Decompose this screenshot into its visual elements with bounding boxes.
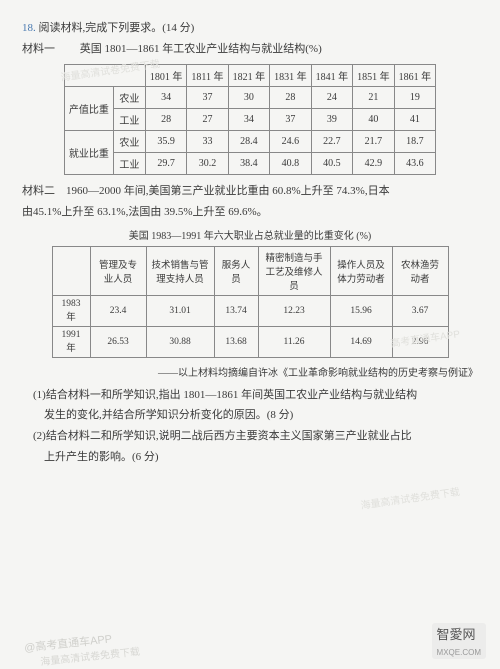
cell: 18.7 <box>394 130 436 152</box>
col-header: 管理及专业人员 <box>90 246 146 295</box>
material1-header: 材料一 英国 1801—1861 年工农业产业结构与就业结构(%) <box>22 39 478 60</box>
table-row: 工业 28 27 34 37 39 40 41 <box>64 108 435 130</box>
cell: 30 <box>228 86 270 108</box>
table-row: 管理及专业人员 技术销售与管理支持人员 服务人员 精密制造与手工艺及维修人员 操… <box>52 246 448 295</box>
material2-line1: 材料二 1960—2000 年间,美国第三产业就业比重由 60.8%上升至 74… <box>22 181 478 202</box>
cell: 33 <box>187 130 228 152</box>
cell: 29.7 <box>145 152 187 174</box>
cell: 22.7 <box>311 130 353 152</box>
col-header: 技术销售与管理支持人员 <box>146 246 214 295</box>
material2-line2: 由45.1%上升至 63.1%,法国由 39.5%上升至 69.6%。 <box>22 202 478 223</box>
material1-label: 材料一 <box>22 43 55 55</box>
cell: 40 <box>353 108 395 130</box>
table-row: 1983 年 23.4 31.01 13.74 12.23 15.96 3.67 <box>52 295 448 326</box>
cell: 13.68 <box>214 326 258 357</box>
cell: 26.53 <box>90 326 146 357</box>
year-header: 1831 年 <box>270 64 312 86</box>
cell: 39 <box>311 108 353 130</box>
cell: 14.69 <box>330 326 392 357</box>
subq-text: 结合材料一和所学知识,指出 1801—1861 年间英国工农业产业结构与就业结构 <box>46 389 417 401</box>
cell: 12.23 <box>258 295 330 326</box>
subq-number: (2) <box>33 430 46 442</box>
watermark-text: 智愛网 <box>437 627 476 642</box>
sub-question-1-cont: 发生的变化,并结合所学知识分析变化的原因。(8 分) <box>22 405 478 426</box>
row-label: 农业 <box>113 86 145 108</box>
cell: 35.9 <box>145 130 187 152</box>
question-prompt: 阅读材料,完成下列要求。(14 分) <box>39 22 195 34</box>
table-row: 产值比重 农业 34 37 30 28 24 21 19 <box>64 86 435 108</box>
cell: 30.88 <box>146 326 214 357</box>
subq-text: 结合材料二和所学知识,说明二战后西方主要资本主义国家第三产业就业占比 <box>46 430 412 442</box>
cell: 42.9 <box>353 152 395 174</box>
sub-question-1: (1)结合材料一和所学知识,指出 1801—1861 年间英国工农业产业结构与就… <box>33 385 478 406</box>
year-header: 1811 年 <box>187 64 228 86</box>
cell: 21 <box>353 86 395 108</box>
watermark-sub: MXQE.COM <box>437 648 481 657</box>
col-header: 农林渔劳动者 <box>392 246 448 295</box>
material2-text1: 1960—2000 年间,美国第三产业就业比重由 60.8%上升至 74.3%,… <box>66 185 390 197</box>
cell: 19 <box>394 86 436 108</box>
table-row: 1801 年 1811 年 1821 年 1831 年 1841 年 1851 … <box>64 64 435 86</box>
cell: 11.26 <box>258 326 330 357</box>
cell: 37 <box>270 108 312 130</box>
cell: 38.4 <box>228 152 270 174</box>
source-citation: ——以上材料均摘编自许冰《工业革命影响就业结构的历史考察与例证》 <box>22 364 478 379</box>
material1-caption: 英国 1801—1861 年工农业产业结构与就业结构(%) <box>80 43 322 55</box>
row-label: 工业 <box>113 152 145 174</box>
col-header <box>52 246 90 295</box>
cell: 24 <box>311 86 353 108</box>
cell: 34 <box>145 86 187 108</box>
cell: 31.01 <box>146 295 214 326</box>
cell: 23.4 <box>90 295 146 326</box>
row-year: 1991 年 <box>52 326 90 357</box>
cell: 40.8 <box>270 152 312 174</box>
watermark-faint: 海量高清试卷免费下载 <box>359 483 460 512</box>
cell: 28.4 <box>228 130 270 152</box>
col-header: 操作人员及体力劳动者 <box>330 246 392 295</box>
table-row: 1991 年 26.53 30.88 13.68 11.26 14.69 2.9… <box>52 326 448 357</box>
year-header: 1821 年 <box>228 64 270 86</box>
question-line: 18. 阅读材料,完成下列要求。(14 分) <box>22 18 478 39</box>
cell: 13.74 <box>214 295 258 326</box>
cell: 41 <box>394 108 436 130</box>
table-row: 就业比重 农业 35.9 33 28.4 24.6 22.7 21.7 18.7 <box>64 130 435 152</box>
year-header: 1801 年 <box>145 64 187 86</box>
question-number: 18. <box>22 22 36 34</box>
year-header: 1861 年 <box>394 64 436 86</box>
cell: 3.67 <box>392 295 448 326</box>
cell: 21.7 <box>353 130 395 152</box>
cell: 15.96 <box>330 295 392 326</box>
cell: 37 <box>187 86 228 108</box>
row-year: 1983 年 <box>52 295 90 326</box>
year-header: 1851 年 <box>353 64 395 86</box>
cell: 28 <box>270 86 312 108</box>
year-header: 1841 年 <box>311 64 353 86</box>
material2-label: 材料二 <box>22 185 55 197</box>
cell: 28 <box>145 108 187 130</box>
table-material2: 管理及专业人员 技术销售与管理支持人员 服务人员 精密制造与手工艺及维修人员 操… <box>52 246 449 358</box>
rowgroup-label: 就业比重 <box>64 130 113 174</box>
material2-caption: 美国 1983—1991 年六大职业占总就业量的比重变化 (%) <box>22 227 478 242</box>
rowgroup-label: 产值比重 <box>64 86 113 130</box>
subq-number: (1) <box>33 389 46 401</box>
col-header: 服务人员 <box>214 246 258 295</box>
cell: 30.2 <box>187 152 228 174</box>
cell: 24.6 <box>270 130 312 152</box>
cell: 2.96 <box>392 326 448 357</box>
cell: 27 <box>187 108 228 130</box>
cell: 40.5 <box>311 152 353 174</box>
table-row: 工业 29.7 30.2 38.4 40.8 40.5 42.9 43.6 <box>64 152 435 174</box>
watermark-bottom-right: 智愛网 MXQE.COM <box>432 623 486 659</box>
cell: 43.6 <box>394 152 436 174</box>
sub-question-2: (2)结合材料二和所学知识,说明二战后西方主要资本主义国家第三产业就业占比 <box>33 426 478 447</box>
row-label: 农业 <box>113 130 145 152</box>
sub-question-2-cont: 上升产生的影响。(6 分) <box>22 447 478 468</box>
cell: 34 <box>228 108 270 130</box>
col-header: 精密制造与手工艺及维修人员 <box>258 246 330 295</box>
table-material1: 1801 年 1811 年 1821 年 1831 年 1841 年 1851 … <box>64 64 436 175</box>
row-label: 工业 <box>113 108 145 130</box>
